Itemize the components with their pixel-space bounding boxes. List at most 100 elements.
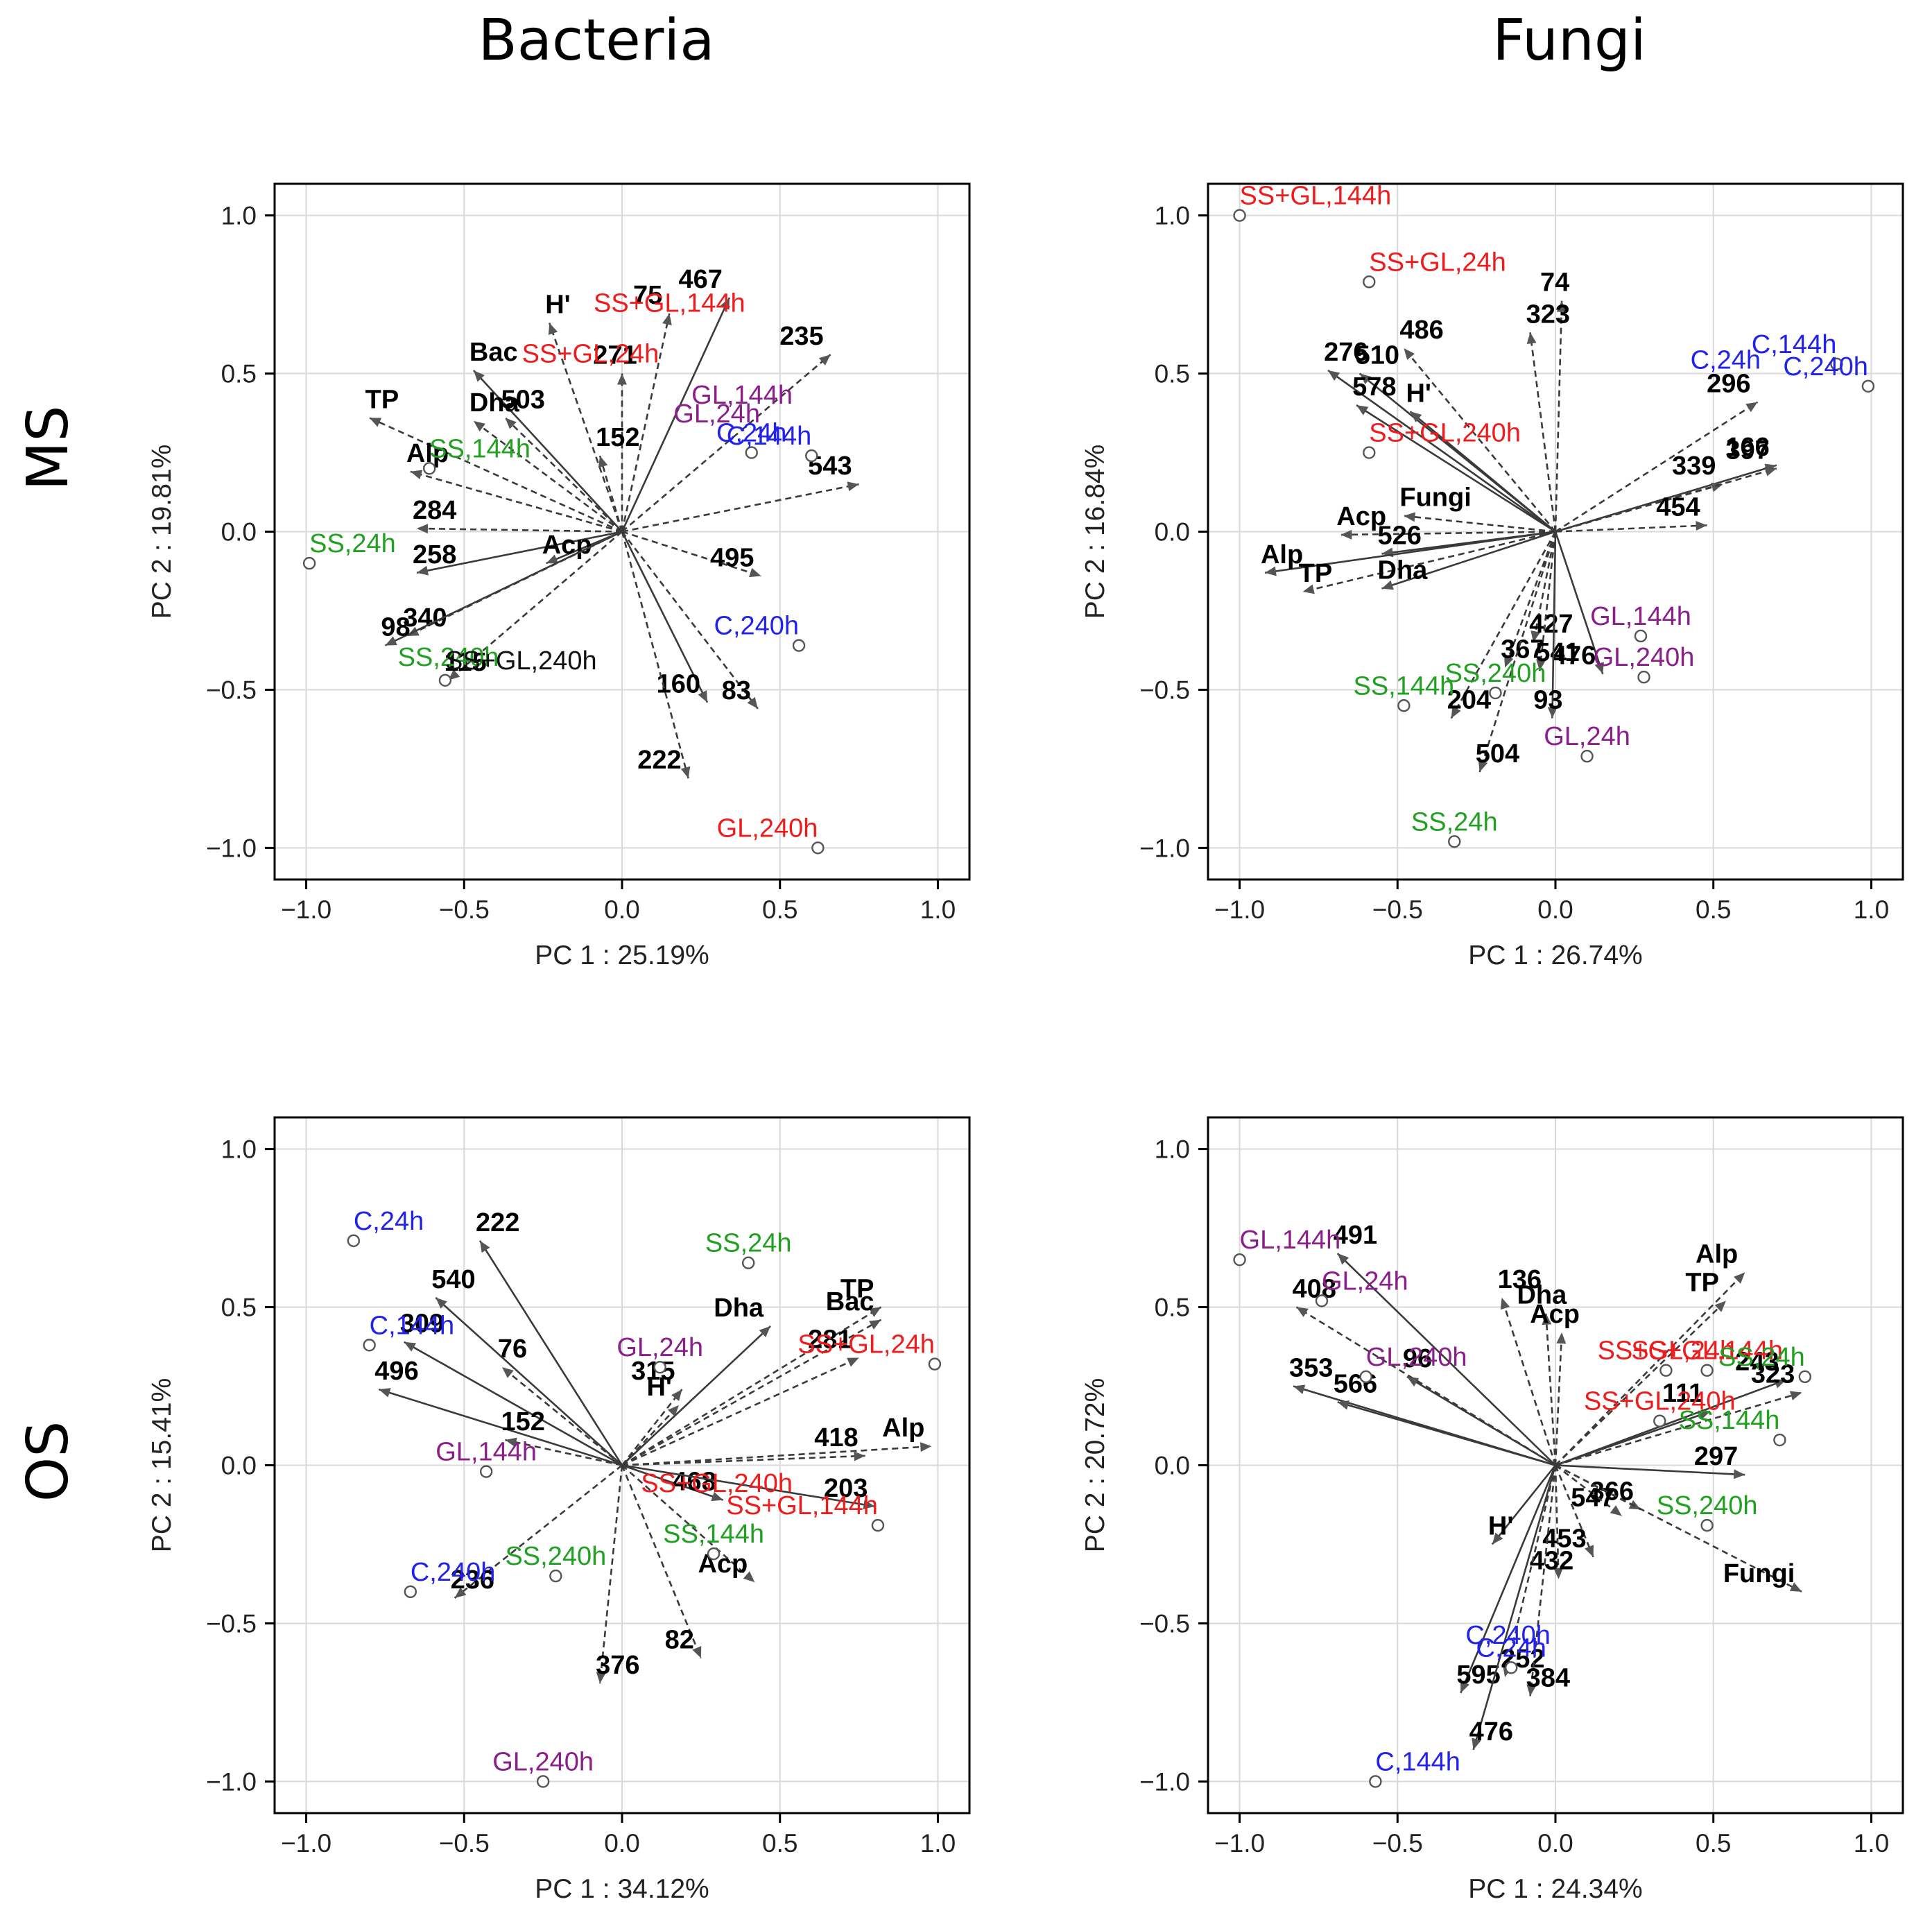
loading-vector [621,1319,882,1466]
loading-vector [384,531,623,646]
loading-vector [1545,1313,1557,1466]
vector-arrowhead [1556,1332,1567,1344]
loading-vector [1450,531,1557,719]
variable-label: 222 [476,1208,519,1237]
loading-vector [1555,1391,1802,1466]
case-label: SS+GL,240h [641,1469,793,1498]
variable-label: 547 [1571,1483,1614,1512]
variable-label: 236 [451,1565,494,1595]
vector-arrowhead [505,1437,517,1448]
vector-arrowhead [920,1442,932,1452]
variable-label: 353 [1289,1354,1333,1383]
case-label: GL,144h [691,381,793,410]
variable-label: 76 [498,1335,527,1364]
variable-label: 495 [710,543,754,572]
vector-arrowhead [1500,1297,1510,1310]
y-tick-label: 0.5 [1155,1294,1190,1322]
case-point [1363,275,1376,289]
loading-vector [505,1439,623,1466]
vector-arrowhead [1696,521,1707,531]
variable-label: TP [365,385,399,414]
loading-vector [621,1357,860,1466]
vector-arrowhead [1492,1532,1503,1545]
case-point [1830,357,1843,371]
loading-vector [404,1341,623,1466]
loading-vector [621,1464,875,1508]
case-label: SS,144h [1353,671,1454,701]
x-tick-label: −0.5 [439,1829,490,1857]
loading-vector [1491,1464,1557,1545]
variable-label: 427 [1529,610,1573,639]
vector-arrowhead [747,696,758,709]
vector-arrowhead [711,1491,723,1502]
case-point [1773,1433,1786,1447]
vector-arrowhead [385,636,397,646]
vector-arrowhead [1553,1568,1564,1579]
vector-arrowhead [1293,1384,1306,1394]
vector-arrowhead [749,567,761,578]
case-label: SS,240h [1657,1491,1758,1520]
variable-label: 418 [814,1423,858,1452]
vector-arrowhead [667,1405,679,1417]
loading-vector [1555,524,1707,533]
panel-os-fungi: −1.0 −1.0 −0.5 −0.5 0.0 0.0 0.5 0.5 1.0 1.0 PC 1 :… [1080,1116,1904,1904]
loading-vector [454,1464,623,1599]
variable-label: 204 [1447,685,1491,714]
vector-arrowhead [1406,1376,1420,1387]
vector-arrowhead [1340,529,1352,540]
vector-arrowhead [743,1571,755,1583]
case-label: SS+GL,240h [1584,1387,1736,1416]
variable-label: 366 [1590,1477,1634,1506]
loading-vector [621,354,831,533]
vector-arrowhead [1526,332,1537,345]
case-label: GL,24h [1322,1267,1408,1296]
loading-vector [501,1366,623,1466]
variable-label: 397 [1725,436,1769,465]
variable-label: TP [840,1275,874,1304]
y-tick-label: −1.0 [1139,834,1190,862]
variable-label: 93 [1533,685,1562,714]
variable-label: Bac [826,1287,874,1316]
variable-label: Acp [1530,1300,1580,1329]
panel-ms-bacteria: −1.0 −1.0 −0.5 −0.5 0.0 0.0 0.5 0.5 1.0 1.0 PC 1 :… [147,182,971,970]
vector-arrowhead [1504,655,1514,668]
variable-label: Dha [1517,1281,1567,1310]
vector-arrowhead [759,1325,771,1337]
case-point [811,841,825,855]
variable-label: 476 [1552,642,1596,671]
case-label: C,24h [716,419,786,448]
case-label: SS,144h [1679,1406,1780,1435]
case-label: C,240h [1465,1621,1551,1650]
variable-label: 276 [1324,338,1368,367]
case-label: C,144h [1752,330,1837,359]
case-point [1659,1364,1673,1377]
y-tick-label: 1.0 [1155,202,1190,230]
variable-label: Acp [1336,502,1386,531]
case-label: SS+GL,24h [1598,1337,1735,1366]
variable-label: 281 [808,1325,852,1354]
case-label: GL,24h [616,1333,703,1362]
loading-vector [1554,531,1604,675]
vector-arrowhead [1356,405,1369,415]
variable-label: H' [1406,379,1431,408]
case-label: SS+GL,144h [1240,182,1392,211]
case-point [1700,1518,1714,1532]
variable-label: 384 [1526,1663,1570,1692]
vector-arrowhead [1404,512,1416,522]
vector-arrowhead [1381,580,1394,590]
case-point [805,449,818,463]
variable-label: Alp [882,1414,924,1443]
variable-label: Dha [714,1294,764,1323]
case-label: C,24h [1476,1633,1546,1663]
loading-vector [1554,1465,1594,1558]
case-point [1369,1775,1382,1788]
loading-vector [472,370,623,533]
y-tick-label: 1.0 [1155,1135,1190,1164]
vector-arrowhead [1460,1681,1469,1693]
loading-vector [549,323,623,532]
vector-arrowhead [501,1367,514,1378]
vector-arrowhead [480,1240,490,1253]
variable-label: 152 [596,423,639,452]
case-label: C,144h [1375,1747,1460,1776]
y-tick-label: 0.0 [221,518,257,547]
